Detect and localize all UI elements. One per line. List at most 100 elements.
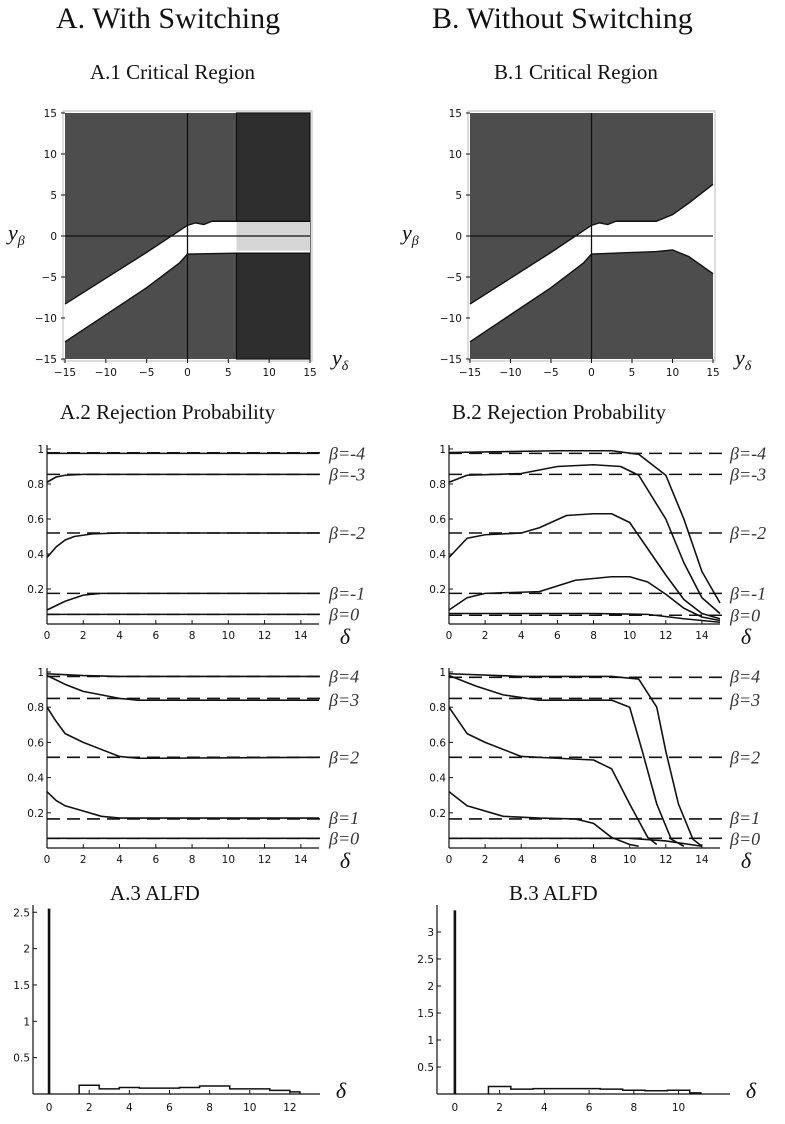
B2bot-series-0-curve [448, 672, 703, 847]
a3-title: A.3 ALFD [110, 881, 200, 905]
B2bot-y-tick-label: 0.6 [429, 737, 446, 749]
B2top-y-tick-label: 0.8 [429, 479, 446, 491]
A1-x-tick-label: 10 [262, 367, 275, 379]
A1-x-tick-label: −10 [95, 367, 117, 379]
B2bot-series-4-label: β=0 [729, 829, 760, 849]
B2top-x-axis-label: δ [741, 624, 752, 649]
A2top-x-tick-label: 10 [222, 630, 235, 642]
A2top-series-1-curve [46, 473, 319, 483]
A2top-x-tick-label: 8 [189, 630, 196, 642]
A2top-x-tick-label: 14 [294, 630, 308, 642]
B1-x-tick-label: −15 [459, 367, 481, 379]
A3-x-tick-label: 6 [166, 1102, 173, 1114]
B3-x-axis-label: δ [746, 1078, 757, 1103]
B1-y-tick-label: 15 [449, 108, 462, 120]
A3-density-steps [78, 1084, 301, 1094]
A2bot-series-2-curve [46, 706, 320, 760]
B3-x-tick-label: 0 [452, 1102, 459, 1114]
B3-x-tick-label: 6 [586, 1102, 593, 1114]
A2bot-series-0-curve [46, 672, 319, 678]
A2bot-y-tick-label: 1 [37, 667, 44, 679]
B3-y-tick-label: 2.5 [417, 954, 434, 966]
B2bot-x-tick-label: 6 [554, 854, 561, 866]
A2top-y-tick-label: 0.8 [27, 479, 44, 491]
A1-y-tick-label: 0 [50, 231, 57, 243]
B2bot-x-tick-label: 0 [446, 854, 453, 866]
b2-title: B.2 Rejection Probability [452, 400, 667, 424]
B2top-x-tick-label: 14 [695, 630, 709, 642]
A2top-series-3-curve [46, 592, 319, 611]
B2top-series-4-label: β=0 [729, 605, 760, 625]
A3-y-tick-label: 1 [23, 1016, 30, 1028]
B2bot-y-tick-label: 0.8 [429, 702, 446, 714]
A2bot-series-3-label: β=1 [328, 808, 359, 828]
B3-y-tick-label: 2 [427, 981, 434, 993]
B1-acceptance-band [470, 184, 713, 342]
A1-x-axis-label: yδ [330, 345, 349, 374]
B2top-series-1-label: β=-3 [729, 464, 766, 484]
A1-upper-boundary [64, 220, 310, 305]
A3-x-axis-label: δ [336, 1078, 347, 1103]
A2bot-x-tick-label: 8 [189, 854, 196, 866]
A2top-x-tick-label: 2 [80, 630, 87, 642]
B2top-x-tick-label: 8 [590, 630, 597, 642]
B1-y-tick-label: −5 [447, 272, 462, 284]
a1-title: A.1 Critical Region [90, 60, 256, 84]
B2top-y-tick-label: 1 [439, 444, 446, 456]
B2top-x-tick-label: 6 [554, 630, 561, 642]
B2top-y-tick-label: 0.2 [429, 584, 446, 596]
A1-x-tick-label: 5 [225, 367, 232, 379]
B2top-series-3-curve [448, 575, 721, 622]
b1-title: B.1 Critical Region [494, 60, 658, 84]
A2top-y-tick-label: 0.4 [27, 549, 44, 561]
B1-y-tick-label: −10 [440, 313, 462, 325]
B2bot-x-tick-label: 12 [659, 854, 672, 866]
B2bot-x-tick-label: 14 [695, 854, 709, 866]
B2bot-y-tick-label: 0.4 [429, 773, 446, 785]
B2top-series-3-label: β=-1 [729, 583, 766, 603]
B1-lower-boundary [469, 249, 714, 343]
A2bot-x-tick-label: 12 [258, 854, 271, 866]
B2bot-x-tick-label: 8 [590, 854, 597, 866]
A1-x-tick-label: 15 [303, 367, 316, 379]
B2top-series-1-curve [448, 463, 721, 615]
A2top-x-axis-label: δ [340, 624, 351, 649]
A1-y-axis-label: yβ [6, 220, 25, 249]
A3-x-tick-label: 4 [126, 1102, 133, 1114]
B2bot-y-tick-label: 1 [439, 667, 446, 679]
A1-x-tick-label: −15 [54, 367, 76, 379]
A2bot-series-3-curve [46, 791, 319, 819]
B2bot-series-0-label: β=4 [729, 666, 760, 686]
B2bot-series-3-label: β=1 [729, 808, 760, 828]
A2top-x-tick-label: 4 [116, 630, 123, 642]
A2top-x-tick-label: 12 [258, 630, 271, 642]
A2bot-series-1-label: β=3 [328, 690, 359, 710]
B2bot-series-1-label: β=3 [729, 690, 760, 710]
A1-x-tick-label: 0 [184, 367, 191, 379]
A2top-x-tick-label: 6 [152, 630, 159, 642]
A1-y-tick-label: −15 [35, 354, 57, 366]
B1-y-tick-label: −15 [440, 354, 462, 366]
A3-y-tick-label: 0.5 [13, 1053, 30, 1065]
A3-x-tick-label: 8 [206, 1102, 213, 1114]
B1-x-tick-label: 0 [588, 367, 595, 379]
B2top-x-tick-label: 12 [659, 630, 672, 642]
A2bot-y-tick-label: 0.4 [27, 773, 44, 785]
A2top-series-2-curve [46, 532, 319, 559]
A2top-series-0-label: β=-4 [328, 443, 365, 463]
a2-title: A.2 Rejection Probability [60, 400, 276, 424]
B2bot-series-3-curve [448, 791, 639, 848]
A3-y-tick-label: 1.5 [13, 980, 30, 992]
A3-y-tick-label: 2.5 [13, 907, 30, 919]
B3-x-tick-label: 8 [630, 1102, 637, 1114]
A2top-series-4-label: β=0 [328, 604, 359, 624]
A2bot-x-tick-label: 0 [44, 854, 51, 866]
A2bot-x-tick-label: 2 [80, 854, 87, 866]
A2top-series-2-label: β=-2 [328, 523, 365, 543]
A2bot-y-tick-label: 0.6 [27, 737, 44, 749]
B2top-series-0-curve [448, 449, 721, 604]
A2bot-x-tick-label: 10 [222, 854, 235, 866]
B2top-y-tick-label: 0.6 [429, 514, 446, 526]
B2top-series-4-curve [449, 612, 721, 624]
B2top-series-2-label: β=-2 [729, 523, 766, 543]
